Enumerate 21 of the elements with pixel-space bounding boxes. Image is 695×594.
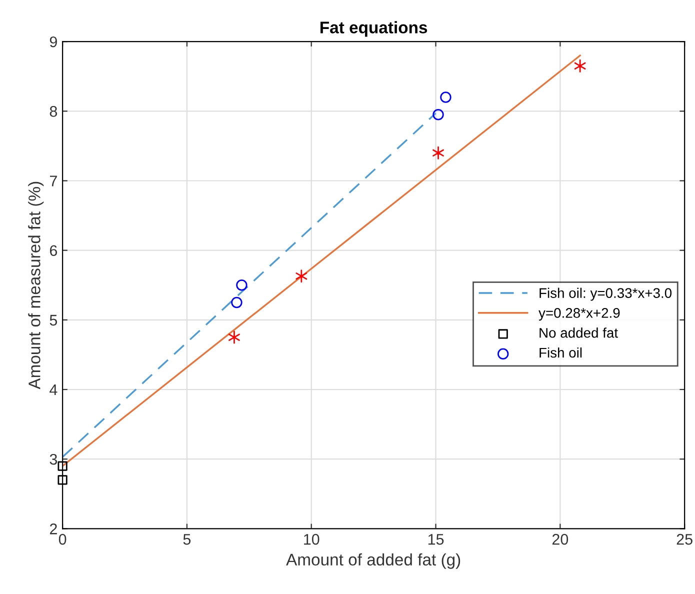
y-tick-label: 3: [50, 454, 58, 465]
x-axis-title: Amount of added fat (g): [286, 553, 460, 569]
x-tick-label: 0: [58, 534, 66, 545]
legend-label: No added fat: [540, 328, 618, 338]
x-tick-label: 25: [676, 534, 692, 545]
legend-label: Fish oil: y=0.33*x+3.0: [540, 288, 672, 301]
y-tick-label: 5: [50, 314, 58, 326]
y-tick-label: 8: [50, 106, 58, 117]
x-tick-label: 15: [428, 534, 444, 545]
legend-label: y=0.28*x+2.9: [538, 308, 620, 321]
y-tick-label: 2: [50, 524, 57, 534]
y-tick-label: 9: [50, 36, 57, 48]
y-tick-label: 6: [50, 245, 58, 256]
y-tick-label: 4: [50, 384, 58, 396]
x-tick-label: 10: [304, 534, 320, 545]
legend-label: Fish oil: [540, 347, 582, 358]
x-tick-label: 20: [552, 534, 568, 545]
y-axis-title: Amount of measured fat (%): [28, 182, 44, 390]
x-tick-label: 5: [183, 534, 191, 545]
chart-title: Fat equations: [320, 21, 428, 37]
y-tick-label: 7: [50, 176, 57, 186]
